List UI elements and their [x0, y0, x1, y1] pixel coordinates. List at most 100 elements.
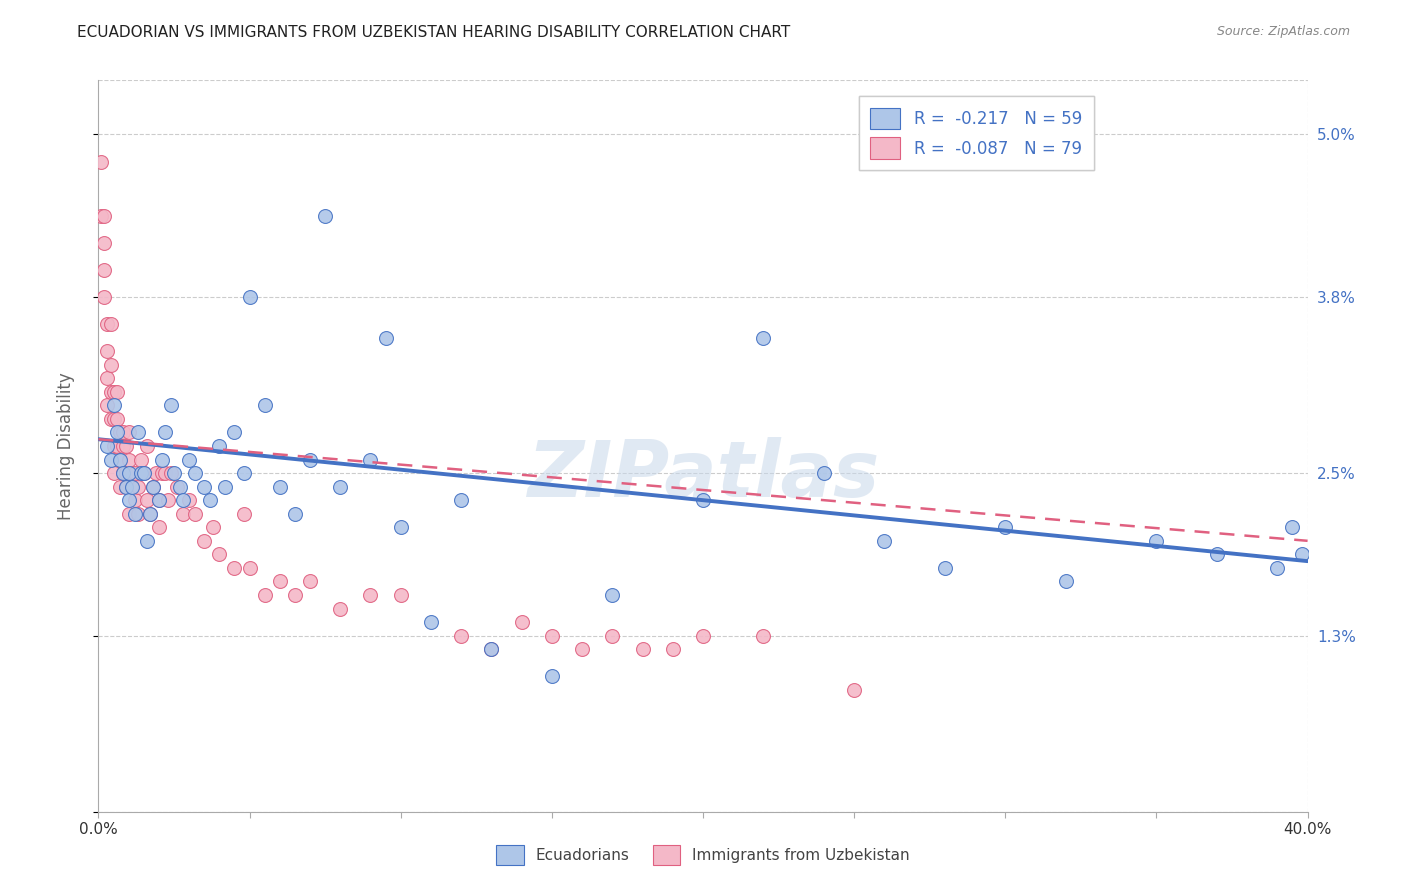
- Point: [1267, 561, 1289, 575]
- Point: [111, 466, 134, 480]
- Point: [299, 574, 322, 589]
- Point: [105, 412, 128, 426]
- Point: [193, 533, 215, 548]
- Point: [150, 466, 173, 480]
- Point: [103, 412, 125, 426]
- Point: [148, 493, 170, 508]
- Point: [602, 588, 624, 602]
- Point: [148, 493, 170, 508]
- Point: [160, 466, 183, 480]
- Point: [90, 209, 112, 223]
- Point: [692, 493, 714, 508]
- Point: [269, 480, 291, 494]
- Point: [114, 439, 136, 453]
- Point: [1206, 547, 1229, 561]
- Point: [284, 588, 307, 602]
- Point: [142, 480, 165, 494]
- Point: [232, 466, 254, 480]
- Text: Source: ZipAtlas.com: Source: ZipAtlas.com: [1216, 25, 1350, 38]
- Point: [93, 263, 115, 277]
- Point: [374, 331, 396, 345]
- Point: [844, 682, 866, 697]
- Point: [253, 588, 276, 602]
- Point: [232, 507, 254, 521]
- Point: [108, 452, 131, 467]
- Point: [153, 425, 176, 440]
- Point: [139, 507, 162, 521]
- Point: [127, 480, 149, 494]
- Point: [111, 439, 134, 453]
- Point: [145, 466, 167, 480]
- Point: [934, 561, 956, 575]
- Point: [208, 439, 231, 453]
- Point: [631, 642, 654, 657]
- Point: [224, 561, 246, 575]
- Point: [124, 507, 146, 521]
- Point: [129, 466, 152, 480]
- Point: [156, 493, 179, 508]
- Point: [299, 452, 322, 467]
- Point: [314, 209, 336, 223]
- Point: [179, 493, 201, 508]
- Point: [269, 574, 291, 589]
- Point: [100, 412, 122, 426]
- Point: [121, 466, 143, 480]
- Point: [420, 615, 443, 629]
- Point: [96, 371, 118, 385]
- Point: [93, 235, 115, 250]
- Point: [661, 642, 683, 657]
- Point: [118, 466, 141, 480]
- Point: [214, 480, 236, 494]
- Point: [100, 358, 122, 372]
- Point: [540, 629, 562, 643]
- Point: [124, 466, 146, 480]
- Point: [96, 317, 118, 331]
- Point: [172, 507, 194, 521]
- Point: [752, 629, 775, 643]
- Legend: R =  -0.217   N = 59, R =  -0.087   N = 79: R = -0.217 N = 59, R = -0.087 N = 79: [859, 96, 1094, 170]
- Point: [103, 466, 125, 480]
- Point: [103, 439, 125, 453]
- Point: [100, 384, 122, 399]
- Legend: Ecuadorians, Immigrants from Uzbekistan: Ecuadorians, Immigrants from Uzbekistan: [485, 834, 921, 875]
- Point: [160, 398, 183, 412]
- Point: [127, 425, 149, 440]
- Point: [150, 452, 173, 467]
- Point: [129, 452, 152, 467]
- Point: [1144, 533, 1167, 548]
- Text: ECUADORIAN VS IMMIGRANTS FROM UZBEKISTAN HEARING DISABILITY CORRELATION CHART: ECUADORIAN VS IMMIGRANTS FROM UZBEKISTAN…: [77, 25, 790, 40]
- Point: [105, 425, 128, 440]
- Point: [1291, 547, 1313, 561]
- Point: [208, 547, 231, 561]
- Point: [111, 425, 134, 440]
- Point: [135, 439, 157, 453]
- Y-axis label: Hearing Disability: Hearing Disability: [56, 372, 75, 520]
- Point: [239, 290, 262, 304]
- Point: [184, 466, 207, 480]
- Point: [105, 439, 128, 453]
- Point: [114, 480, 136, 494]
- Point: [148, 520, 170, 534]
- Point: [114, 480, 136, 494]
- Point: [193, 480, 215, 494]
- Point: [118, 425, 141, 440]
- Point: [1281, 520, 1303, 534]
- Point: [389, 588, 412, 602]
- Point: [103, 398, 125, 412]
- Point: [602, 629, 624, 643]
- Point: [132, 466, 155, 480]
- Point: [172, 493, 194, 508]
- Point: [692, 629, 714, 643]
- Point: [450, 629, 472, 643]
- Point: [93, 209, 115, 223]
- Point: [389, 520, 412, 534]
- Point: [103, 384, 125, 399]
- Point: [166, 480, 188, 494]
- Point: [93, 290, 115, 304]
- Point: [124, 493, 146, 508]
- Text: ZIPatlas: ZIPatlas: [527, 437, 879, 513]
- Point: [450, 493, 472, 508]
- Point: [571, 642, 593, 657]
- Point: [510, 615, 533, 629]
- Point: [153, 466, 176, 480]
